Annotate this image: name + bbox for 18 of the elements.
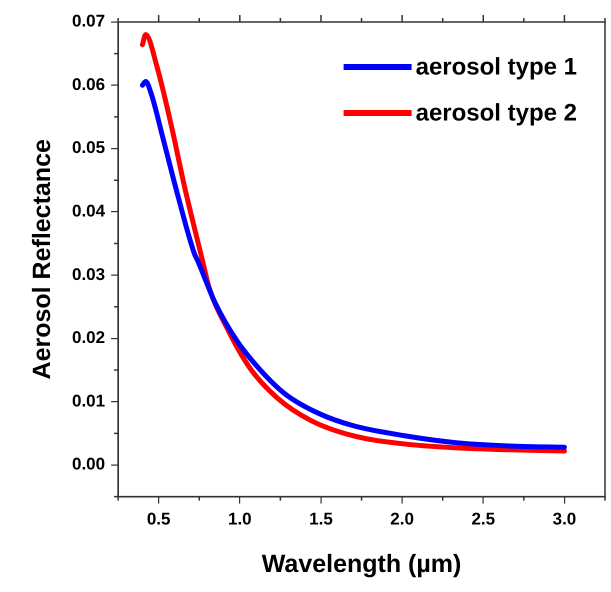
x-tick-label: 1.0 bbox=[228, 509, 252, 528]
y-tick-label: 0.00 bbox=[72, 454, 106, 474]
x-tick-label: 2.0 bbox=[390, 509, 414, 528]
legend-label: aerosol type 2 bbox=[416, 100, 578, 127]
y-tick-label: 0.02 bbox=[72, 328, 106, 348]
x-tick-label: 2.5 bbox=[471, 509, 496, 528]
y-tick-label: 0.05 bbox=[72, 138, 106, 158]
y-axis-title: Aerosol Reflectance bbox=[28, 139, 56, 380]
x-tick-label: 0.5 bbox=[146, 509, 170, 528]
y-tick-label: 0.06 bbox=[72, 74, 106, 94]
legend-label: aerosol type 1 bbox=[416, 54, 578, 81]
y-tick-label: 0.04 bbox=[72, 202, 106, 221]
y-tick-label: 0.07 bbox=[72, 12, 106, 31]
x-tick-label: 3.0 bbox=[552, 509, 576, 528]
y-tick-label: 0.01 bbox=[72, 391, 106, 410]
x-axis-title: Wavelength (µm) bbox=[262, 550, 462, 578]
y-tick-label: 0.03 bbox=[72, 264, 106, 284]
x-tick-label: 1.5 bbox=[309, 509, 333, 528]
